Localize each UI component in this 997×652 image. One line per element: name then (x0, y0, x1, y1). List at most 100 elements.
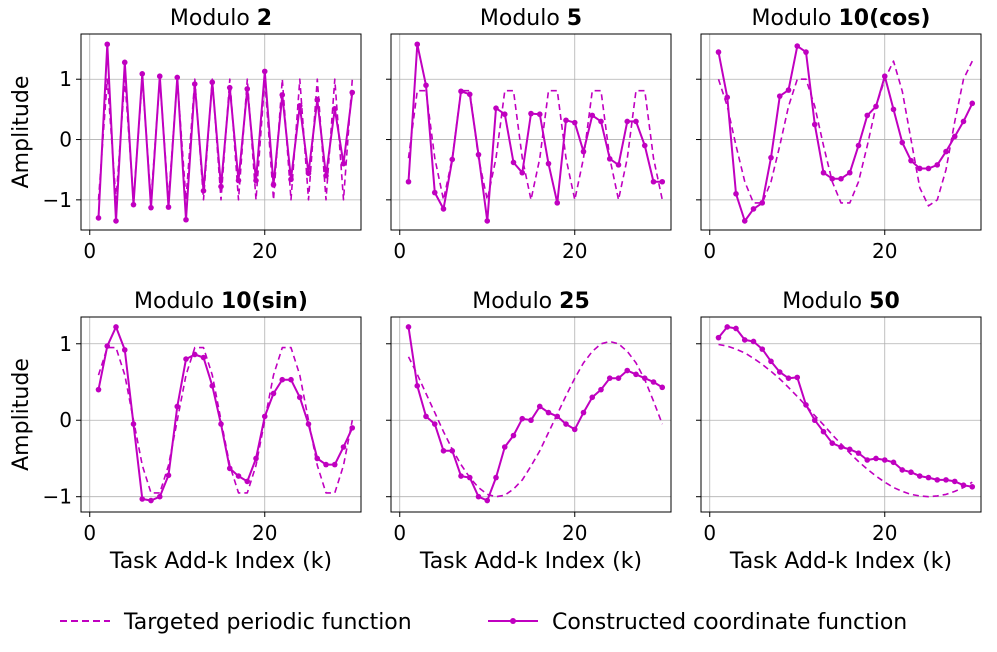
x-tick-label: 20 (562, 521, 587, 545)
constructed-data-point (156, 493, 163, 500)
constructed-data-point (759, 200, 766, 206)
constructed-data-point (148, 497, 154, 504)
constructed-data-point (148, 204, 154, 211)
subplot-5: 0 20 Modulo 25 Task Add-k Index (k) (386, 289, 672, 574)
constructed-data-point (235, 473, 242, 479)
constructed-data-point (864, 457, 871, 463)
subplot-2: 0 20 Modulo 5 (386, 6, 672, 263)
constructed-data-point (715, 334, 722, 341)
axes-frame (80, 316, 362, 513)
constructed-data-point (340, 444, 347, 450)
constructed-data-point (733, 325, 739, 332)
constructed-data-point (846, 169, 853, 176)
axes-frame (700, 316, 982, 513)
constructed-data-point (589, 112, 596, 119)
constructed-data-point (305, 170, 312, 177)
constructed-data-point (873, 455, 879, 462)
constructed-data-point (139, 496, 146, 502)
constructed-data-point (191, 351, 198, 358)
x-tick-label: 0 (393, 239, 406, 263)
constructed-data-point (183, 216, 189, 223)
constructed-function-line (407, 326, 663, 502)
constructed-data-point (235, 177, 242, 184)
constructed-data-point (458, 473, 464, 479)
constructed-data-point (794, 43, 801, 49)
constructed-data-point (95, 386, 102, 393)
constructed-data-point (659, 384, 666, 391)
constructed-data-point (554, 413, 561, 420)
x-tick-label: 0 (393, 521, 406, 545)
constructed-data-point (925, 474, 932, 481)
constructed-data-point (943, 148, 949, 155)
constructed-data-point (261, 68, 268, 75)
constructed-data-point (659, 178, 666, 185)
constructed-data-point (121, 347, 128, 353)
constructed-data-point (820, 428, 827, 435)
y-tick-label: 0 (59, 408, 72, 432)
constructed-data-point (776, 369, 783, 375)
constructed-data-point (244, 86, 251, 92)
constructed-data-point (794, 374, 801, 381)
constructed-data-point (183, 356, 189, 362)
constructed-function-line (97, 43, 354, 222)
constructed-data-point (405, 178, 412, 185)
constructed-data-point (873, 103, 879, 110)
constructed-data-point (803, 49, 809, 55)
y-tick-label: 1 (59, 332, 72, 356)
constructed-data-point (563, 117, 569, 124)
constructed-data-point (724, 324, 731, 330)
constructed-data-point (536, 403, 543, 410)
targeted-function-line (717, 60, 974, 207)
constructed-data-point (890, 106, 897, 113)
constructed-data-point (191, 81, 198, 87)
constructed-data-point (340, 160, 347, 167)
constructed-data-point (838, 444, 844, 450)
subplot-1: 0 20 1 0 −1 Modulo 2 Amplitude (9, 6, 362, 263)
constructed-data-point (960, 482, 967, 489)
constructed-data-point (113, 218, 119, 224)
constructed-data-point (305, 421, 312, 427)
constructed-data-point (811, 121, 818, 128)
constructed-data-point (200, 354, 207, 361)
constructed-data-point (226, 84, 233, 91)
axes-frame (700, 33, 982, 231)
constructed-data-point (829, 175, 836, 182)
constructed-data-point (580, 148, 587, 155)
constructed-data-point (156, 73, 163, 80)
constructed-data-point (510, 159, 517, 166)
constructed-data-point (650, 379, 657, 385)
constructed-data-point (449, 448, 456, 454)
constructed-function-line (717, 325, 973, 488)
y-axis-label: Amplitude (9, 358, 34, 471)
constructed-data-point (493, 105, 499, 111)
constructed-data-point (519, 415, 526, 422)
constructed-data-point (890, 459, 897, 466)
constructed-data-point (104, 41, 111, 48)
constructed-data-point (951, 478, 958, 485)
constructed-data-point (768, 154, 774, 161)
subplot-4: 0 20 1 0 −1 Modulo 10(sin) Amplitude Task Add-k… (9, 289, 362, 574)
constructed-data-point (449, 156, 456, 163)
constructed-data-point (633, 118, 639, 125)
constructed-data-point (104, 343, 111, 349)
constructed-data-point (759, 346, 766, 352)
constructed-function-line (717, 45, 974, 222)
constructed-data-point (314, 455, 321, 462)
x-tick-label: 20 (872, 239, 897, 263)
targeted-function-line (407, 89, 664, 201)
subplot-3: 0 20 Modulo 10(cos) (696, 6, 982, 263)
x-axis-label: Task Add-k Index (k) (729, 549, 952, 574)
constructed-data-point (139, 71, 146, 77)
constructed-data-point (598, 386, 604, 393)
constructed-data-point (536, 111, 543, 118)
constructed-data-point (475, 151, 482, 158)
constructed-data-point (323, 172, 329, 179)
constructed-data-point (916, 165, 923, 172)
constructed-data-point (934, 477, 941, 483)
constructed-data-point (314, 96, 321, 103)
constructed-data-point (724, 94, 731, 101)
subplot-title: Modulo 2 (170, 6, 272, 31)
x-axis-label: Task Add-k Index (k) (419, 549, 642, 574)
constructed-data-point (741, 337, 748, 343)
constructed-data-point (279, 92, 286, 98)
